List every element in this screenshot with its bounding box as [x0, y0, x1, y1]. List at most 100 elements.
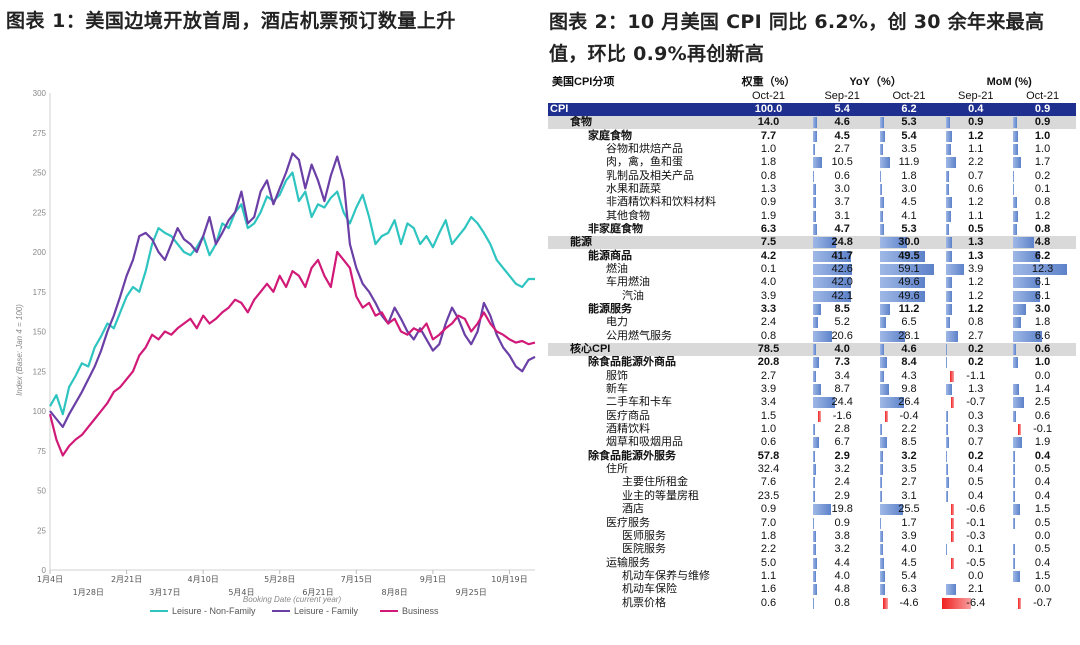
bar-positive [812, 223, 818, 235]
table-row: 除食品能源外商品 20.8 7.3 8.4 0.2 1.0 [548, 356, 1076, 369]
bar-positive [879, 504, 903, 516]
bar-positive [946, 490, 949, 502]
value-text: 3.7 [834, 196, 850, 209]
y-tick-label: 125 [33, 367, 47, 376]
cell-mom_oct: 1.0 [1009, 129, 1076, 142]
cell-mom_oct: 6.1 [1009, 276, 1076, 289]
table-row: 医院服务 2.2 3.2 4.0 0.1 0.5 [548, 543, 1076, 556]
cell-weight: 1.0 [760, 423, 777, 436]
bar-positive [879, 237, 908, 249]
value-text: 3.5 [901, 142, 917, 155]
bar-positive [946, 384, 953, 396]
bar-positive [1013, 263, 1068, 275]
bar-negative [951, 530, 955, 542]
row-label: 酒店 [622, 503, 644, 516]
bar-positive [879, 370, 884, 382]
bar-positive [879, 277, 926, 289]
value-text: 4.5 [901, 196, 917, 209]
cell-mom_sep: 0.7 [942, 169, 1009, 182]
bar-positive [946, 317, 950, 329]
table-row: 家庭食物 7.7 4.5 5.4 1.2 1.0 [548, 129, 1076, 142]
value-text: 49.6 [898, 276, 920, 289]
bar-negative [883, 597, 888, 609]
row-label: 住所 [606, 463, 628, 476]
bar-positive [812, 370, 816, 382]
subheader-mom-oct: Oct-21 [1026, 89, 1060, 102]
right-table-title: 图表 2：10 月美国 CPI 同比 6.2%，创 30 余年来最高值，环比 0… [549, 11, 1045, 65]
cell-mom_sep: 2.1 [942, 583, 1009, 596]
value-text: 2.7 [968, 329, 984, 342]
table-header-row: 美国CPI分项 权重（%） YoY（%） MoM (%) [548, 76, 1076, 89]
cell-mom_sep: -0.1 [942, 516, 1009, 529]
value-text: 0.9 [1034, 102, 1051, 115]
value-text: 4.6 [901, 343, 917, 356]
cell-mom_sep: 1.2 [942, 196, 1009, 209]
bar-positive [946, 130, 952, 142]
header-mom: MoM (%) [986, 76, 1032, 89]
value-text: 0.9 [834, 516, 850, 529]
value-text: -0.7 [966, 396, 986, 409]
cell-mom_oct: 1.9 [1009, 436, 1076, 449]
cell-yoy_oct: 4.5 [876, 556, 943, 569]
bar-positive [879, 290, 926, 302]
cell-mom_sep: -0.6 [942, 503, 1009, 516]
cell-mom_sep: 0.2 [942, 450, 1009, 463]
x-tick-label: 10月19日 [491, 575, 527, 584]
bar-positive [1013, 477, 1015, 489]
cell-mom_oct: 0.6 [1009, 342, 1076, 357]
cell-mom_oct: -0.1 [1009, 423, 1076, 436]
cell-yoy_sep: 20.6 [809, 330, 876, 343]
value-text: 0.1 [1034, 182, 1051, 195]
bar-positive [1013, 130, 1018, 142]
cell-yoy_oct: 6.2 [875, 102, 943, 117]
table-row: 非酒精饮料和饮料材料 0.9 3.7 4.5 1.2 0.8 [548, 196, 1076, 209]
bar-positive [946, 250, 953, 262]
value-text: 0.8 [1034, 222, 1051, 235]
cell-weight: 1.9 [760, 209, 777, 222]
cell-yoy_sep: 42.1 [809, 290, 876, 303]
value-text: 0.5 [1034, 463, 1051, 476]
value-text: 59.1 [898, 262, 920, 275]
value-text: 0.8 [968, 316, 984, 329]
cell-mom_oct: 12.3 [1009, 263, 1076, 276]
cell-yoy_sep: 4.5 [809, 129, 876, 142]
cell-yoy_sep: 8.5 [809, 303, 876, 316]
bar-positive [1013, 410, 1016, 422]
value-text: 0.0 [1034, 529, 1051, 542]
cell-mom_sep: 2.2 [942, 156, 1009, 169]
value-text: 6.1 [1034, 276, 1051, 289]
cell-yoy_oct: -0.4 [876, 410, 943, 423]
value-text: 2.2 [968, 156, 984, 169]
bar-positive [879, 317, 886, 329]
cell-yoy_sep: 4.7 [809, 223, 876, 236]
row-label: 烟草和吸烟用品 [606, 436, 683, 449]
value-text: 0.0 [1034, 583, 1051, 596]
cell-yoy_oct: 3.5 [876, 143, 943, 156]
bar-positive [879, 397, 904, 409]
x-tick-label: 3月17日 [149, 588, 180, 597]
row-label: 二手车和卡车 [606, 396, 672, 409]
bar-positive [812, 357, 820, 369]
value-text: 3.4 [834, 369, 850, 382]
table-row: 非家庭食物 6.3 4.7 5.3 0.5 0.8 [548, 223, 1076, 236]
x-tick-label: 6月21日 [302, 588, 333, 597]
bar-positive [879, 263, 934, 275]
value-text: 0.3 [968, 409, 984, 422]
cell-mom_oct: 0.2 [1009, 169, 1076, 182]
table-row: 烟草和吸烟用品 0.6 6.7 8.5 0.7 1.9 [548, 436, 1076, 449]
row-label: 公用燃气服务 [606, 329, 672, 342]
bar-positive [812, 157, 823, 169]
bar-positive [812, 277, 852, 289]
cell-yoy_oct: 49.5 [876, 249, 943, 262]
cell-mom_sep: 0.2 [942, 342, 1010, 357]
value-text: 3.8 [834, 529, 850, 542]
table-row: 能源服务 3.3 8.5 11.2 1.2 3.0 [548, 303, 1076, 316]
bar-positive [946, 143, 952, 155]
cell-mom_oct: 0.9 [1009, 102, 1076, 117]
row-label: 能源服务 [588, 303, 632, 316]
cell-yoy_sep: 2.7 [809, 143, 876, 156]
cell-weight: 1.5 [760, 409, 777, 422]
bar-positive [879, 384, 889, 396]
x-tick-label: 2月21日 [111, 575, 142, 584]
bar-positive [879, 250, 925, 262]
